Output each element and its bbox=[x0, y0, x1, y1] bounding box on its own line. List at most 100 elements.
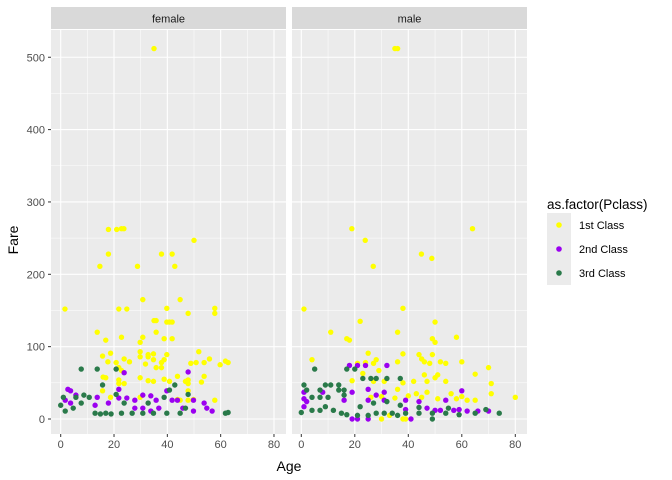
data-point-2nd-class bbox=[92, 402, 98, 408]
data-point-2nd-class bbox=[459, 388, 465, 394]
data-point-1st-class bbox=[349, 226, 355, 232]
facet-panel-female: female 0 20 40 60 80 bbox=[51, 7, 286, 451]
data-point-1st-class bbox=[188, 360, 194, 366]
data-point-1st-class bbox=[103, 337, 109, 343]
data-point-3rd-class bbox=[140, 410, 146, 416]
data-point-1st-class bbox=[185, 397, 191, 403]
data-point-3rd-class bbox=[58, 402, 64, 408]
data-point-1st-class bbox=[405, 393, 411, 399]
data-point-1st-class bbox=[100, 374, 106, 380]
data-point-1st-class bbox=[169, 335, 175, 342]
data-point-1st-class bbox=[94, 329, 100, 335]
data-point-1st-class bbox=[164, 305, 170, 312]
data-point-1st-class bbox=[198, 379, 205, 385]
y-tick-label: 400 bbox=[27, 125, 45, 137]
legend-key-2 bbox=[556, 246, 562, 252]
legend-label: 1st Class bbox=[579, 220, 625, 232]
data-point-1st-class bbox=[464, 397, 470, 403]
data-point-3rd-class bbox=[62, 408, 68, 414]
x-tick-label: 80 bbox=[509, 439, 521, 451]
data-point-2nd-class bbox=[201, 400, 207, 406]
data-point-1st-class bbox=[134, 263, 141, 270]
data-point-1st-class bbox=[177, 296, 183, 303]
data-point-1st-class bbox=[116, 380, 122, 387]
data-point-1st-class bbox=[472, 397, 478, 403]
data-point-1st-class bbox=[418, 394, 425, 400]
data-point-1st-class bbox=[196, 349, 202, 355]
data-point-2nd-class bbox=[341, 397, 347, 403]
data-point-3rd-class bbox=[352, 366, 358, 372]
x-tick-label: 80 bbox=[268, 439, 280, 451]
data-point-3rd-class bbox=[317, 407, 323, 414]
data-point-3rd-class bbox=[317, 394, 323, 400]
data-point-1st-class bbox=[137, 354, 143, 360]
data-point-2nd-class bbox=[456, 406, 462, 413]
data-point-2nd-class bbox=[132, 397, 138, 403]
data-point-1st-class bbox=[357, 318, 363, 325]
data-point-2nd-class bbox=[185, 369, 191, 375]
data-point-1st-class bbox=[150, 378, 157, 385]
data-point-3rd-class bbox=[103, 410, 109, 416]
data-point-3rd-class bbox=[78, 366, 84, 372]
data-point-3rd-class bbox=[373, 410, 379, 416]
data-point-1st-class bbox=[429, 255, 435, 262]
data-point-1st-class bbox=[435, 372, 441, 378]
data-point-3rd-class bbox=[429, 416, 436, 422]
data-point-1st-class bbox=[459, 393, 465, 400]
data-point-1st-class bbox=[105, 359, 111, 365]
data-point-1st-class bbox=[212, 305, 218, 312]
data-point-1st-class bbox=[365, 350, 371, 356]
data-point-3rd-class bbox=[97, 411, 104, 417]
y-tick-label: 0 bbox=[39, 414, 45, 426]
data-point-1st-class bbox=[448, 390, 454, 397]
data-point-3rd-class bbox=[325, 394, 331, 400]
data-point-1st-class bbox=[400, 351, 406, 357]
data-point-2nd-class bbox=[408, 416, 414, 422]
data-point-2nd-class bbox=[174, 397, 181, 403]
data-point-1st-class bbox=[512, 394, 518, 400]
facet-strip bbox=[292, 7, 527, 29]
legend-key-3 bbox=[556, 270, 562, 276]
data-point-3rd-class bbox=[121, 400, 127, 406]
data-point-3rd-class bbox=[177, 410, 183, 416]
data-point-1st-class bbox=[346, 337, 353, 343]
data-point-3rd-class bbox=[389, 410, 395, 416]
data-point-3rd-class bbox=[384, 375, 390, 382]
y-tick-label: 500 bbox=[27, 52, 45, 64]
data-point-2nd-class bbox=[362, 362, 369, 369]
data-point-1st-class bbox=[453, 396, 460, 402]
data-point-1st-class bbox=[137, 349, 143, 355]
data-point-1st-class bbox=[99, 388, 106, 394]
data-point-3rd-class bbox=[166, 387, 173, 393]
data-point-3rd-class bbox=[99, 382, 106, 388]
data-point-3rd-class bbox=[113, 391, 119, 398]
data-point-2nd-class bbox=[443, 397, 449, 403]
data-point-1st-class bbox=[172, 263, 178, 270]
y-axis-title: Fare bbox=[5, 225, 21, 254]
y-tick-label: 300 bbox=[27, 197, 45, 209]
data-point-1st-class bbox=[309, 356, 315, 363]
data-point-2nd-class bbox=[365, 386, 371, 393]
data-point-3rd-class bbox=[94, 366, 100, 372]
data-point-1st-class bbox=[392, 395, 398, 401]
panel-background bbox=[292, 30, 527, 434]
data-point-3rd-class bbox=[311, 366, 318, 372]
data-point-3rd-class bbox=[298, 409, 304, 416]
data-point-1st-class bbox=[421, 359, 428, 365]
data-point-3rd-class bbox=[328, 382, 334, 388]
data-point-2nd-class bbox=[381, 389, 387, 395]
data-point-1st-class bbox=[62, 306, 68, 312]
data-point-1st-class bbox=[126, 359, 133, 365]
x-tick-label: 20 bbox=[108, 439, 120, 451]
data-point-1st-class bbox=[121, 356, 127, 362]
data-point-2nd-class bbox=[437, 407, 444, 414]
data-point-3rd-class bbox=[118, 410, 125, 416]
x-tick-label: 60 bbox=[215, 439, 227, 451]
data-point-3rd-class bbox=[81, 392, 87, 398]
data-point-3rd-class bbox=[496, 410, 502, 416]
data-point-2nd-class bbox=[373, 392, 379, 398]
data-point-2nd-class bbox=[116, 386, 122, 393]
data-point-3rd-class bbox=[397, 402, 403, 408]
data-point-3rd-class bbox=[185, 391, 191, 398]
